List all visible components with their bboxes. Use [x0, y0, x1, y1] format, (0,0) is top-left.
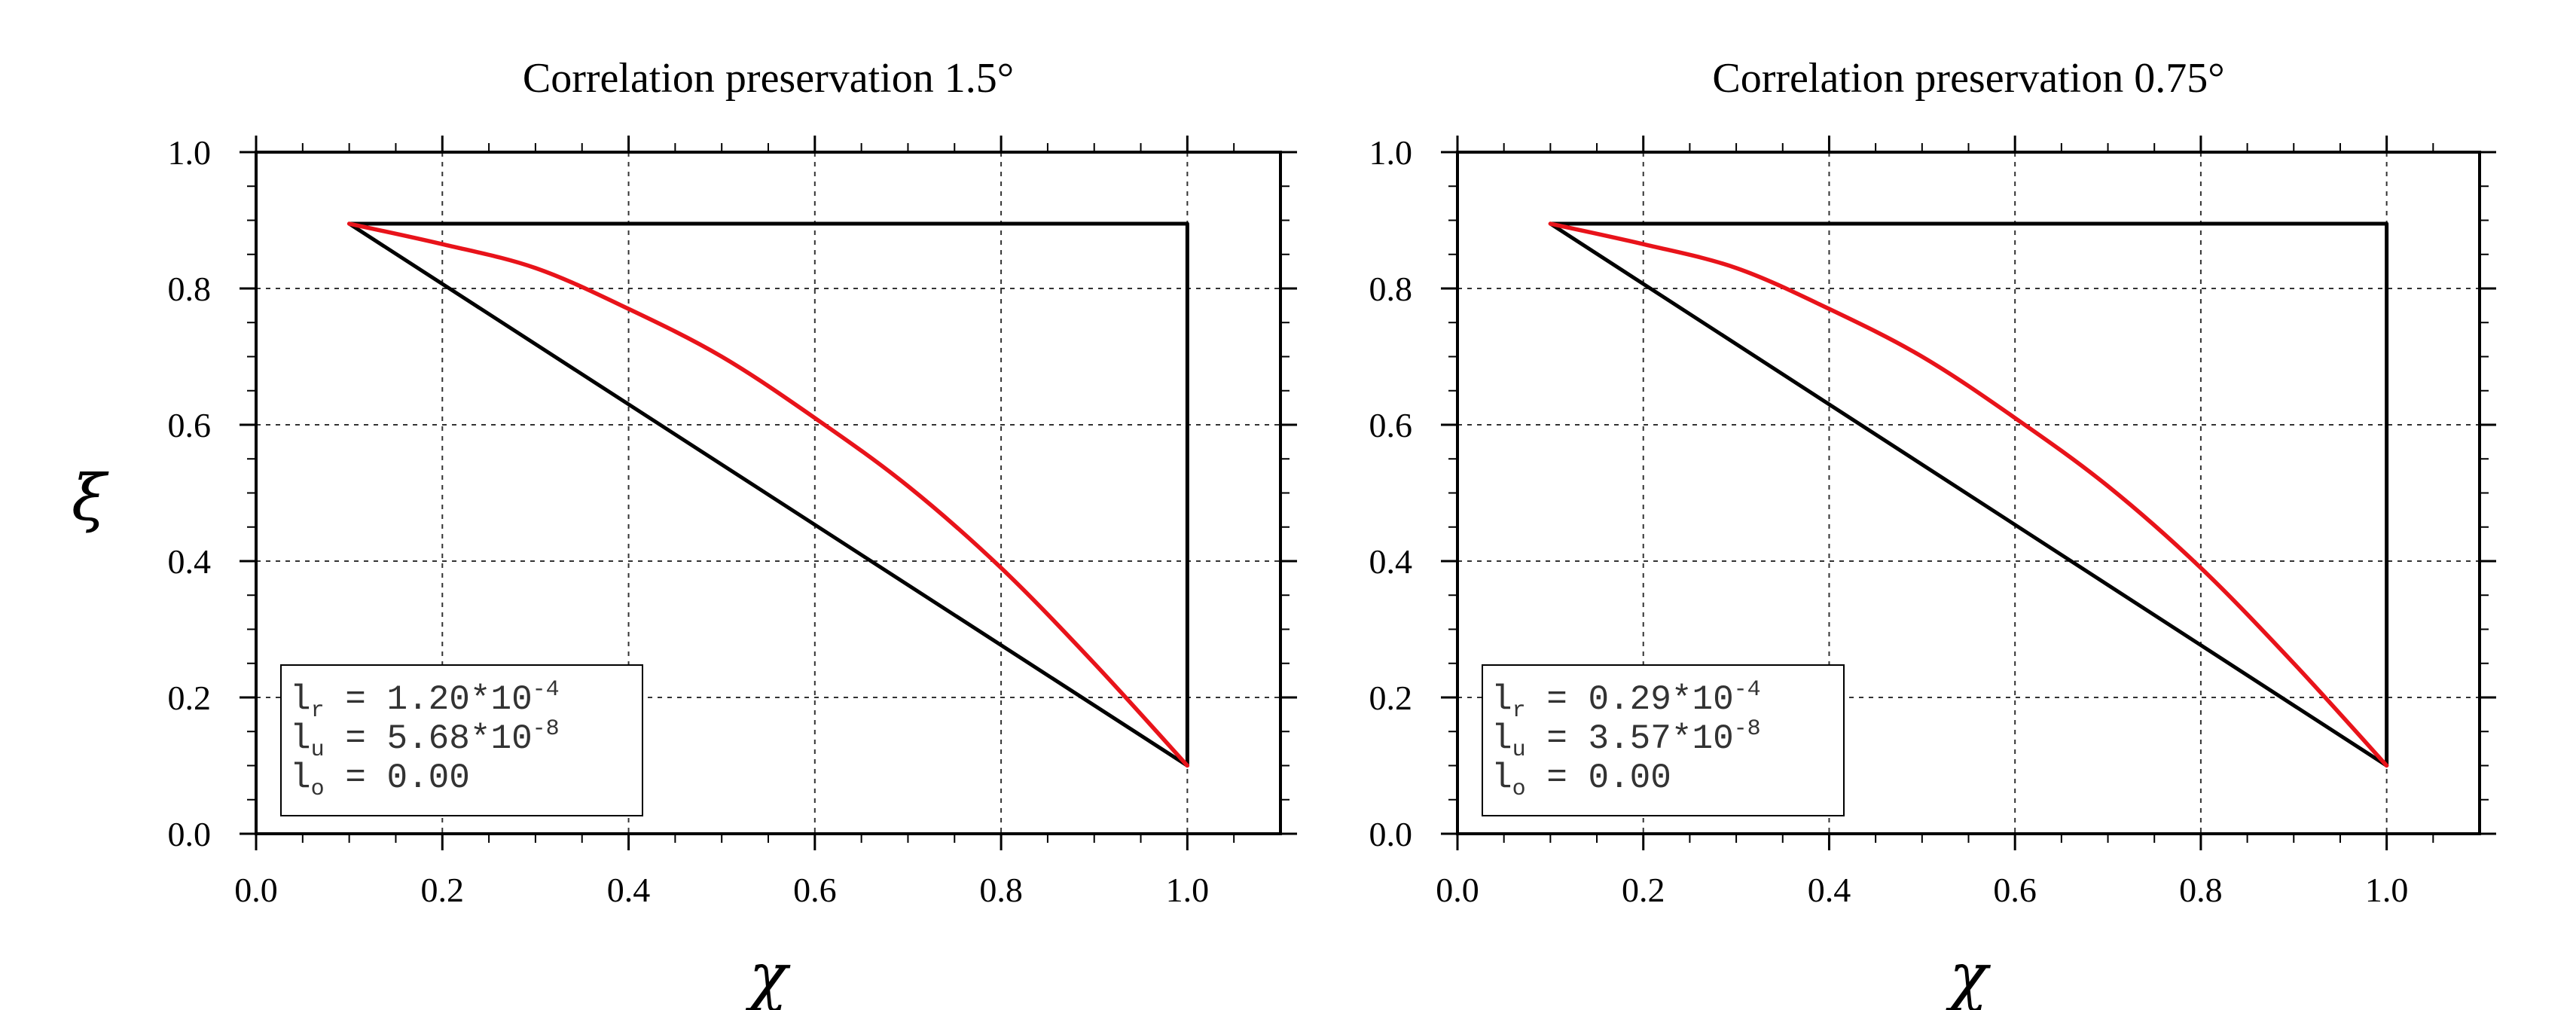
- legend-box: [1482, 664, 1845, 816]
- legend-symbol: l: [290, 758, 311, 798]
- legend-value: = 0.00: [325, 758, 470, 798]
- y-tick-label: 1.0: [168, 133, 212, 172]
- x-axis-label: χ: [1946, 939, 1992, 1010]
- y-tick-label: 0.4: [168, 542, 212, 581]
- x-tick-label: 0.0: [234, 871, 278, 909]
- legend-value: = 3.57*10: [1526, 719, 1734, 758]
- y-tick-label: 0.8: [168, 270, 212, 308]
- y-tick-label: 0.8: [1369, 270, 1413, 308]
- x-tick-label: 0.0: [1436, 871, 1479, 909]
- legend-value: = 0.29*10: [1526, 680, 1734, 719]
- x-tick-label: 0.6: [793, 871, 837, 909]
- legend-entry: lu = 5.68*10-8: [290, 716, 560, 763]
- x-tick-label: 1.0: [1166, 871, 1210, 909]
- y-tick-label: 0.4: [1369, 542, 1413, 581]
- chart-title: Correlation preservation 1.5°: [523, 55, 1014, 102]
- x-tick-label: 0.8: [979, 871, 1023, 909]
- series-line-black: [1548, 221, 2389, 767]
- y-tick-label: 0.2: [1369, 679, 1413, 717]
- x-tick-label: 0.6: [1993, 871, 2037, 909]
- legend-subscript: u: [311, 737, 325, 763]
- y-tick-label: 0.0: [1369, 815, 1413, 853]
- legend: lr = 0.29*10-4lu = 3.57*10-8lo = 0.00: [1482, 664, 1845, 816]
- legend-entry: lo = 0.00: [1491, 758, 1671, 802]
- legend-subscript: r: [311, 698, 325, 724]
- x-tick-label: 0.8: [2179, 871, 2223, 909]
- legend-subscript: u: [1512, 737, 1526, 763]
- legend-symbol: l: [290, 680, 311, 719]
- legend-box: [280, 664, 643, 816]
- legend-symbol: l: [1491, 680, 1512, 719]
- x-tick-label: 0.2: [1622, 871, 1665, 909]
- legend-symbol: l: [1491, 758, 1512, 798]
- x-tick-label: 1.0: [2365, 871, 2409, 909]
- y-tick-label: 0.6: [1369, 406, 1413, 444]
- series-line-red: [1548, 221, 2389, 768]
- y-axis-label: ξ: [72, 461, 109, 535]
- x-tick-label: 0.2: [421, 871, 465, 909]
- x-tick-label: 0.4: [1808, 871, 1851, 909]
- y-tick-label: 1.0: [1369, 133, 1413, 172]
- legend-superscript: -8: [1734, 716, 1761, 742]
- series-line-black: [347, 221, 1189, 767]
- legend-superscript: -4: [1734, 677, 1761, 703]
- legend-symbol: l: [1491, 719, 1512, 758]
- legend-value: = 0.00: [1526, 758, 1671, 798]
- legend-symbol: l: [290, 719, 311, 758]
- y-tick-label: 0.2: [168, 679, 212, 717]
- legend-subscript: o: [311, 777, 325, 802]
- legend-value: = 1.20*10: [325, 680, 533, 719]
- legend-subscript: o: [1512, 777, 1526, 802]
- y-tick-label: 0.0: [168, 815, 212, 853]
- legend-superscript: -4: [533, 677, 560, 703]
- chart-panel-2: Correlation preservation 0.75° 0.0 0.2 0.4 0…: [1369, 55, 2496, 1010]
- legend-entry: lr = 0.29*10-4: [1491, 677, 1761, 724]
- legend-superscript: -8: [533, 716, 560, 742]
- legend-value: = 5.68*10: [325, 719, 533, 758]
- y-tick-label: 0.6: [168, 406, 212, 444]
- legend-subscript: r: [1512, 698, 1526, 724]
- chart-panel-1: Correlation preservation 1.5° 0.0 0.2 0.4 0.…: [168, 55, 1297, 1010]
- legend-entry: lr = 1.20*10-4: [290, 677, 560, 724]
- x-tick-label: 0.4: [607, 871, 651, 909]
- legend-entry: lo = 0.00: [290, 758, 470, 802]
- series-line-red: [346, 221, 1190, 768]
- x-axis-label: χ: [746, 939, 792, 1010]
- legend-entry: lu = 3.57*10-8: [1491, 716, 1761, 763]
- legend: lr = 1.20*10-4lu = 5.68*10-8lo = 0.00: [280, 664, 643, 816]
- chart-title: Correlation preservation 0.75°: [1712, 55, 2224, 102]
